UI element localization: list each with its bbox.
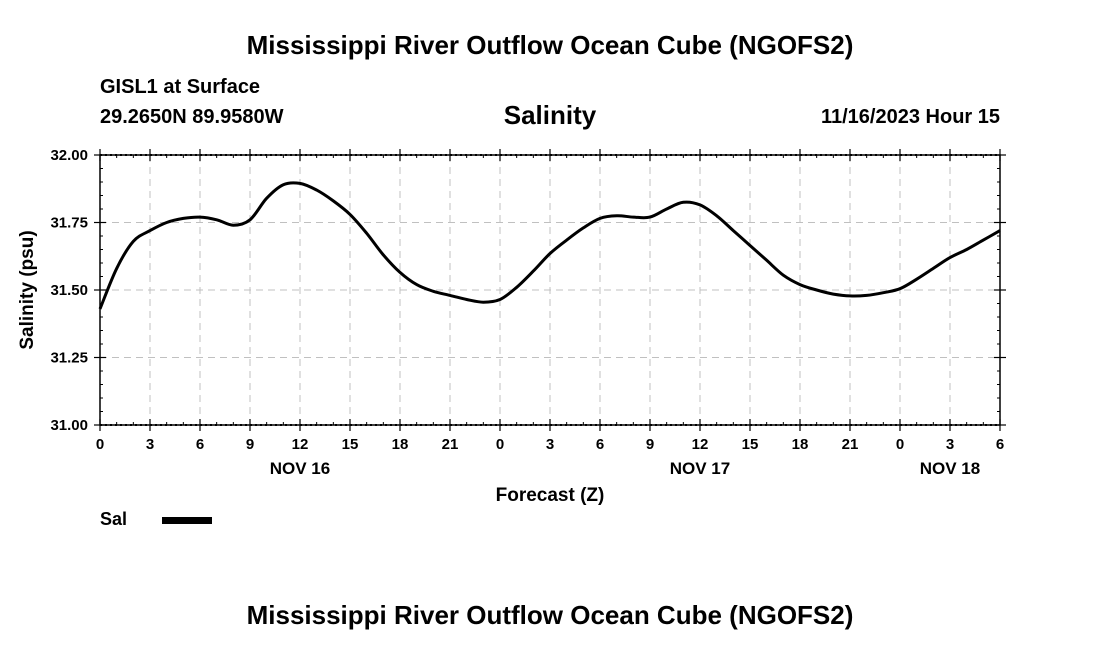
salinity-series-line (98, 181, 1001, 310)
y-axis-title: Salinity (psu) (17, 230, 38, 349)
y-tick-label: 31.75 (50, 215, 88, 232)
y-tick-label: 31.00 (50, 417, 88, 434)
x-tick-label: 21 (442, 436, 459, 453)
x-tick-label: 9 (646, 436, 654, 453)
x-tick-label: 0 (896, 436, 904, 453)
date-label: NOV 18 (920, 459, 980, 478)
x-tick-label: 12 (692, 436, 709, 453)
x-tick-label: 0 (96, 436, 104, 453)
x-tick-label: 9 (246, 436, 254, 453)
grid-lines (100, 155, 1000, 425)
x-tick-label: 12 (292, 436, 309, 453)
date-label: NOV 17 (670, 459, 730, 478)
x-tick-label: 0 (496, 436, 504, 453)
x-tick-label: 15 (342, 436, 359, 453)
x-tick-label: 3 (546, 436, 554, 453)
plot-frame (99, 154, 1001, 426)
x-tick-label: 6 (596, 436, 604, 453)
x-tick-label: 3 (946, 436, 954, 453)
variable-title: Salinity (503, 100, 597, 130)
x-axis-title: Forecast (Z) (496, 485, 605, 506)
legend-label: Sal (100, 509, 128, 529)
y-tick-label: 32.00 (50, 147, 88, 164)
x-tick-label: 6 (996, 436, 1004, 453)
station-name: GISL1 at Surface (100, 76, 261, 98)
footer-title: Mississippi River Outflow Ocean Cube (NG… (246, 600, 854, 630)
x-tick-label: 3 (146, 436, 154, 453)
chart-main-title: Mississippi River Outflow Ocean Cube (NG… (246, 30, 854, 60)
axis-labels: 0 3 6 9 12 15 18 21 0 3 6 9 12 15 18 21 0 3 6 31.00 31.25 31.… (17, 147, 1004, 506)
x-tick-label: 21 (842, 436, 859, 453)
x-tick-label: 15 (742, 436, 759, 453)
date-label: NOV 16 (270, 459, 330, 478)
station-coordinates: 29.2650N 89.9580W (100, 106, 284, 128)
series-layer (98, 181, 1001, 310)
x-tick-label: 6 (196, 436, 204, 453)
y-tick-label: 31.50 (50, 282, 88, 299)
x-tick-label: 18 (792, 436, 809, 453)
y-tick-label: 31.25 (50, 350, 88, 367)
legend-swatch (162, 517, 212, 524)
forecast-time: 11/16/2023 Hour 15 (820, 106, 1000, 128)
x-tick-label: 18 (392, 436, 409, 453)
